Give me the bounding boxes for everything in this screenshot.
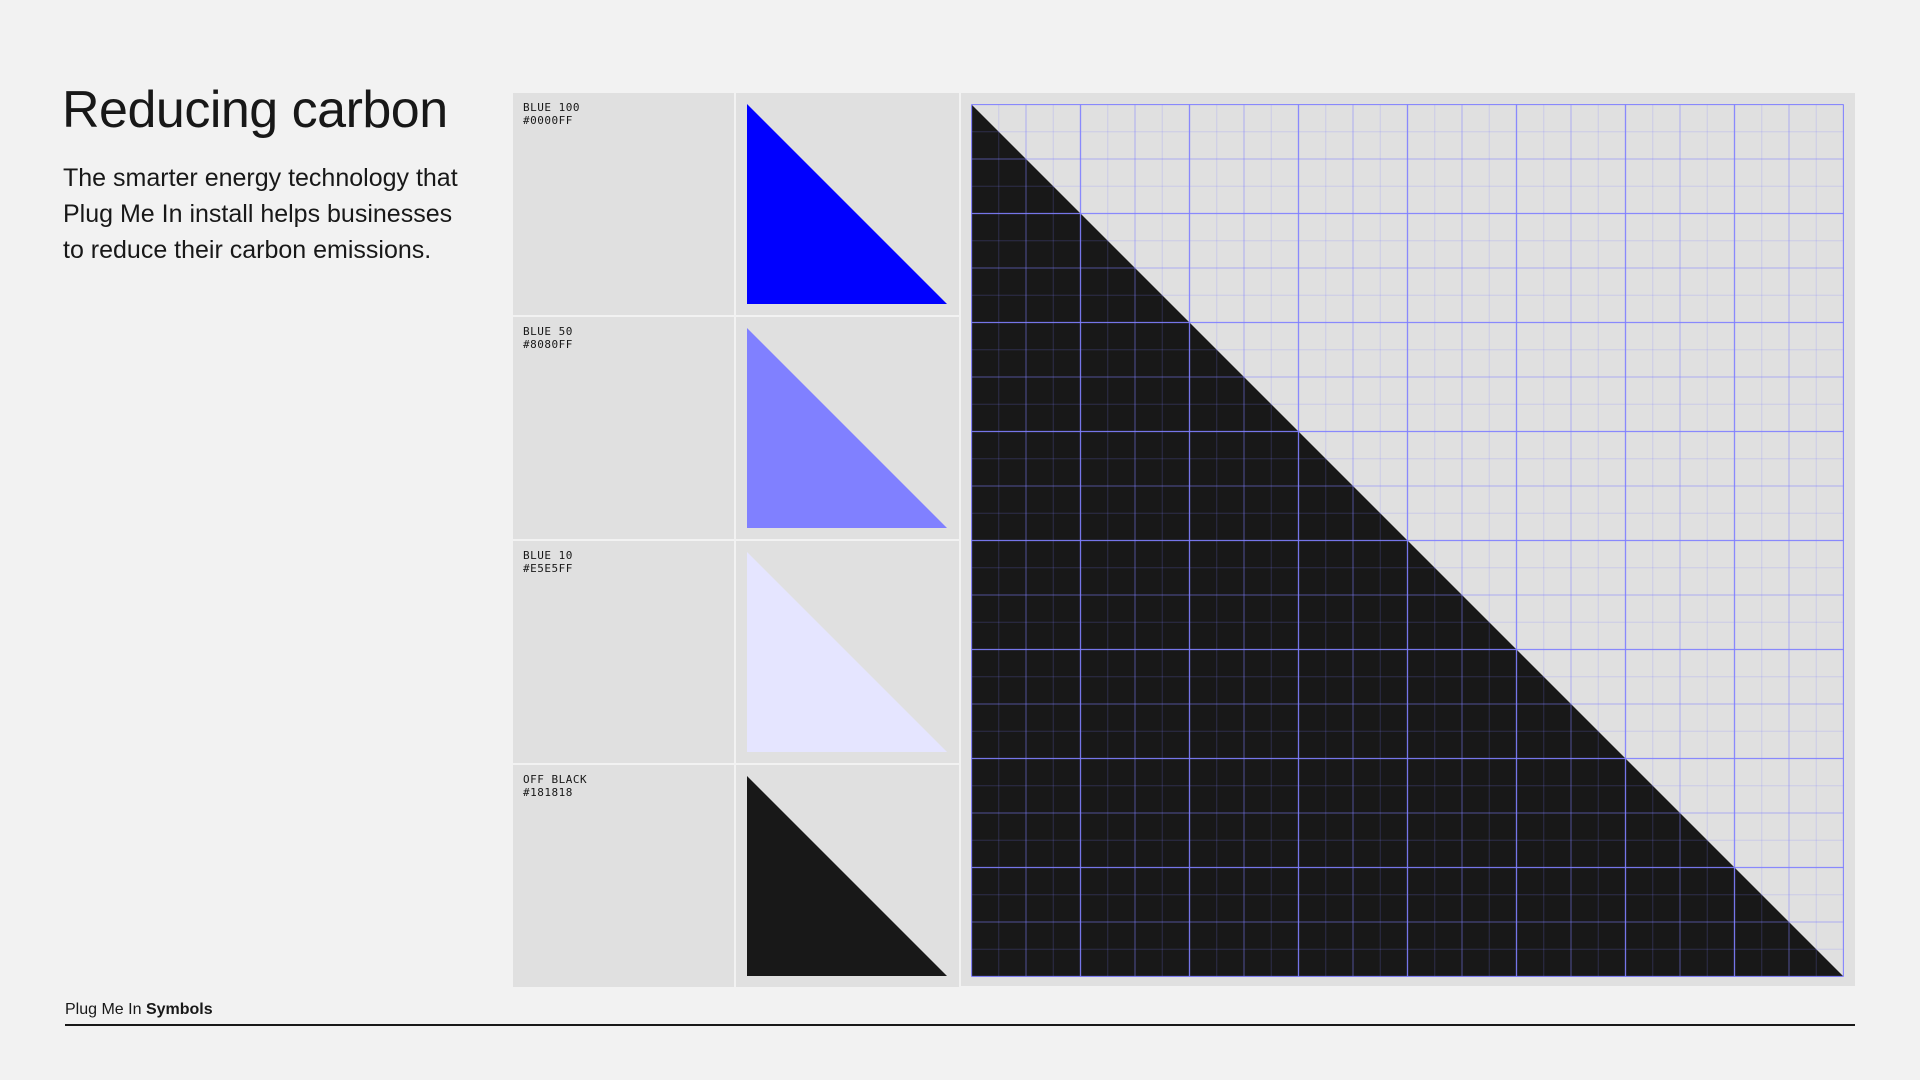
swatch-triangle-cell [736,317,959,539]
swatch-label: OFF BLACK #181818 [523,773,587,799]
swatch-label-cell: BLUE 50 #8080FF [513,317,734,539]
triangle-swatch [747,104,947,304]
swatch-hex: #E5E5FF [523,562,573,575]
swatch-label-cell: OFF BLACK #181818 [513,765,734,987]
swatch-name: BLUE 50 [523,325,573,338]
swatch-label: BLUE 50 #8080FF [523,325,573,351]
swatch-label-cell: BLUE 10 #E5E5FF [513,541,734,763]
swatch-triangle-cell [736,765,959,987]
swatch-hex: #8080FF [523,338,573,351]
triangle-swatch [747,328,947,528]
footer-label: Plug Me In Symbols [65,1001,213,1019]
swatch-triangle-cell [736,93,959,315]
page-title: Reducing carbon [62,81,448,139]
swatch-label-cell: BLUE 100 #0000FF [513,93,734,315]
swatch-triangle-cell [736,541,959,763]
swatch-name: BLUE 10 [523,549,573,562]
swatch-name: BLUE 100 [523,101,580,114]
triangle-swatch [747,776,947,976]
swatch-name: OFF BLACK [523,773,588,786]
footer-divider [65,1024,1855,1026]
page-description: The smarter energy technology that Plug … [63,164,458,264]
footer-section: Symbols [145,1001,213,1018]
swatch-hex: #181818 [523,786,573,799]
swatch-hex: #0000FF [523,114,573,127]
grid-triangle-illustration [961,93,1855,986]
swatch-label: BLUE 10 #E5E5FF [523,549,573,575]
swatch-label: BLUE 100 #0000FF [523,101,580,127]
triangle-swatch [747,552,947,752]
footer-brand: Plug Me In [65,1001,142,1018]
grid-triangle-svg [971,104,1844,977]
color-swatch-panel: BLUE 100 #0000FF BLUE 50 #8080FF BLUE 10 #E5E… [513,93,1855,987]
